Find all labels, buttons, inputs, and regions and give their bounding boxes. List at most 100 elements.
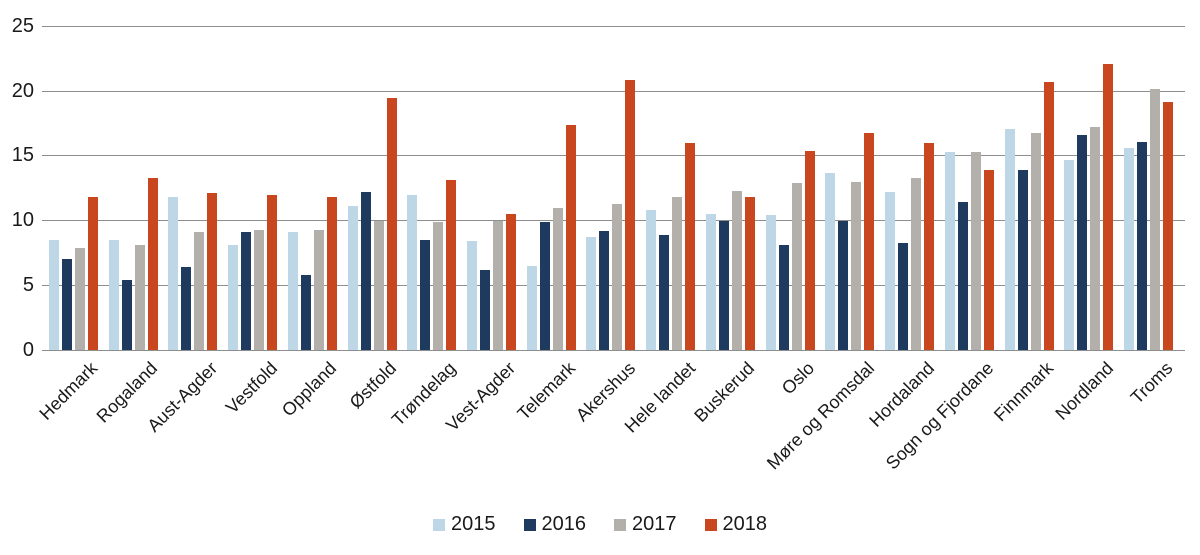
bar-group	[347, 98, 397, 350]
bar	[1090, 127, 1101, 350]
bar	[885, 192, 896, 350]
legend-item: 2015	[433, 513, 496, 536]
bar	[194, 232, 205, 350]
bar	[983, 170, 994, 350]
bar	[326, 197, 337, 350]
bar	[168, 197, 179, 350]
x-axis-label: Telemark	[513, 358, 580, 424]
bar	[672, 197, 683, 350]
bar-group	[885, 143, 935, 350]
bar	[731, 191, 742, 350]
bar	[957, 202, 968, 350]
bar-group	[467, 214, 517, 350]
bar	[851, 182, 862, 350]
plot-area	[42, 0, 1185, 350]
bar	[970, 152, 981, 350]
bar-group	[705, 191, 755, 350]
x-axis-label: Buskerud	[690, 358, 759, 426]
bar	[944, 152, 955, 350]
legend-swatch	[433, 518, 445, 531]
bar	[1162, 102, 1173, 350]
bar-group	[526, 125, 576, 350]
bar	[493, 221, 504, 350]
bar	[228, 245, 239, 350]
bar	[765, 215, 776, 350]
bar-group	[1064, 64, 1114, 350]
x-axis-label: Østfold	[345, 358, 401, 413]
bar	[744, 197, 755, 350]
bar	[552, 208, 563, 350]
bar	[1103, 64, 1114, 350]
bar	[1043, 82, 1054, 350]
legend-label: 2017	[632, 513, 677, 535]
bar-group	[287, 197, 337, 350]
gridline	[42, 155, 1185, 157]
y-axis-tick-label: 25	[11, 15, 34, 37]
x-axis-label: Møre og Romsdal	[762, 358, 878, 474]
legend-item: 2016	[523, 513, 586, 536]
y-axis-tick-label: 15	[11, 144, 34, 167]
bar	[718, 221, 729, 350]
legend-item: 2017	[614, 513, 677, 536]
bar	[480, 270, 491, 350]
bar	[433, 222, 444, 350]
bar-group	[944, 152, 994, 350]
bar	[134, 245, 145, 350]
bar	[705, 214, 716, 350]
bar-group	[1004, 82, 1054, 350]
bar	[804, 151, 815, 350]
bar	[1077, 135, 1088, 350]
bar	[599, 231, 610, 350]
bar	[864, 133, 875, 350]
bar	[181, 267, 192, 350]
bar	[778, 245, 789, 350]
gridline	[42, 26, 1185, 27]
y-axis-tick-label: 5	[22, 273, 34, 296]
bar	[825, 173, 836, 350]
bar	[659, 235, 670, 350]
bar	[300, 275, 311, 350]
x-axis-label: Vestfold	[221, 358, 281, 418]
x-axis-label: Finnmark	[989, 358, 1058, 426]
bar	[407, 195, 418, 350]
bar	[62, 259, 72, 350]
x-axis-label: Oppland	[278, 358, 341, 421]
bar-group	[1123, 89, 1173, 350]
bar	[526, 266, 537, 350]
bar	[565, 125, 576, 350]
y-axis-tick-label: 0	[22, 338, 34, 361]
bar	[685, 143, 696, 350]
legend-swatch	[704, 518, 717, 531]
x-axis-label: Sogn og Fjordane	[882, 358, 998, 474]
bar	[911, 178, 922, 350]
bar-group	[646, 143, 696, 350]
bar-group	[407, 180, 457, 350]
bar	[1030, 133, 1041, 350]
bar-group	[168, 193, 218, 350]
legend-item: 2018	[704, 513, 767, 536]
bar	[791, 183, 802, 350]
bar-group	[586, 80, 636, 350]
bar-group	[49, 197, 98, 350]
bar	[625, 80, 636, 350]
bar	[75, 248, 85, 350]
bar	[49, 240, 59, 350]
bar	[898, 243, 909, 350]
bar	[1123, 148, 1134, 350]
gridline	[42, 90, 1185, 92]
bar	[1064, 160, 1075, 350]
legend: 2015 2016 2017 2018	[0, 513, 1200, 536]
bar	[287, 232, 298, 350]
bar	[446, 180, 457, 350]
bar	[347, 206, 358, 350]
bar	[386, 98, 397, 350]
y-axis-tick-label: 20	[11, 79, 34, 102]
bar	[1149, 89, 1160, 350]
bar-group	[108, 178, 158, 350]
bar	[360, 192, 371, 350]
bar	[506, 214, 517, 350]
y-axis-tick-label: 10	[11, 209, 34, 232]
bar	[241, 232, 252, 350]
x-axis-label: Hedmark	[35, 358, 102, 424]
bar	[924, 143, 935, 350]
